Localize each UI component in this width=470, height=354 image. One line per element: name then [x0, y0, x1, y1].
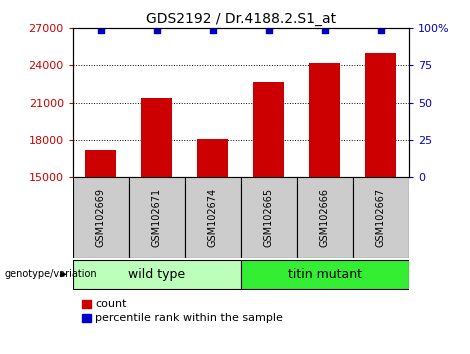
Point — [377, 27, 384, 33]
Text: count: count — [95, 299, 127, 309]
Bar — [82, 314, 91, 322]
Point — [153, 27, 161, 33]
Bar — [241, 260, 409, 289]
Bar — [366, 53, 396, 177]
Text: GSM102671: GSM102671 — [152, 188, 162, 247]
Bar — [82, 299, 91, 308]
Text: GSM102667: GSM102667 — [376, 188, 386, 247]
Bar — [185, 177, 241, 258]
Title: GDS2192 / Dr.4188.2.S1_at: GDS2192 / Dr.4188.2.S1_at — [146, 12, 336, 26]
Point — [97, 27, 105, 33]
Bar — [253, 82, 284, 177]
Text: GSM102674: GSM102674 — [208, 188, 218, 247]
Text: wild type: wild type — [128, 268, 186, 281]
Point — [321, 27, 329, 33]
Bar — [73, 260, 241, 289]
Bar — [297, 177, 353, 258]
Bar — [129, 177, 185, 258]
Bar — [197, 139, 228, 177]
Text: GSM102669: GSM102669 — [96, 188, 106, 247]
Bar — [86, 150, 116, 177]
Bar — [141, 98, 172, 177]
Text: genotype/variation: genotype/variation — [5, 269, 97, 279]
Point — [265, 27, 273, 33]
Bar — [73, 177, 129, 258]
Text: percentile rank within the sample: percentile rank within the sample — [95, 313, 283, 323]
Bar — [309, 63, 340, 177]
Point — [209, 27, 217, 33]
Text: GSM102665: GSM102665 — [264, 188, 274, 247]
Text: GSM102666: GSM102666 — [320, 188, 330, 247]
Text: titin mutant: titin mutant — [288, 268, 362, 281]
Bar — [241, 177, 297, 258]
Bar — [353, 177, 409, 258]
